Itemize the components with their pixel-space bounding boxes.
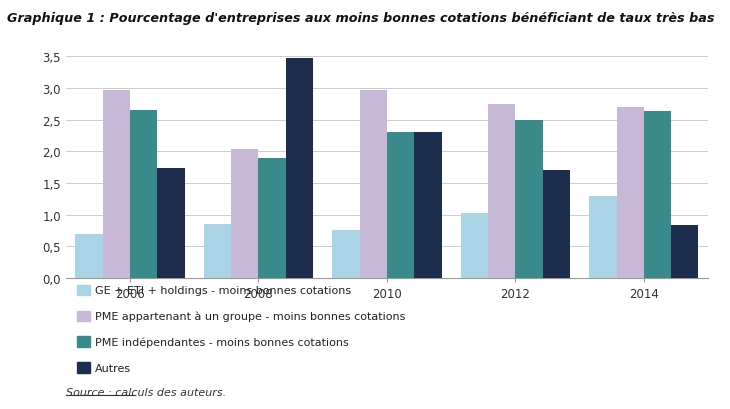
Bar	[103, 91, 130, 278]
Bar	[332, 231, 360, 278]
Bar	[515, 120, 542, 278]
Text: PME appartenant à un groupe - moins bonnes cotations: PME appartenant à un groupe - moins bonn…	[95, 311, 405, 321]
Bar	[258, 158, 285, 278]
Text: PME indépendantes - moins bonnes cotations: PME indépendantes - moins bonnes cotatio…	[95, 337, 349, 347]
Text: Graphique 1 : Pourcentage d'entreprises aux moins bonnes cotations bénéficiant d: Graphique 1 : Pourcentage d'entreprises …	[7, 12, 715, 25]
Text: GE + ETI + holdings - moins bonnes cotations: GE + ETI + holdings - moins bonnes cotat…	[95, 285, 351, 295]
Bar	[75, 234, 103, 278]
Bar	[387, 133, 414, 278]
Bar	[414, 133, 442, 278]
Bar	[461, 213, 488, 278]
Bar	[671, 226, 699, 278]
Bar	[360, 91, 387, 278]
Bar	[617, 108, 644, 278]
Bar	[285, 59, 313, 278]
Text: Source : calculs des auteurs.: Source : calculs des auteurs.	[66, 387, 226, 397]
Bar	[157, 169, 185, 278]
Bar	[644, 112, 671, 278]
Bar	[542, 171, 570, 278]
Bar	[204, 225, 231, 278]
Bar	[589, 196, 617, 278]
Text: Autres: Autres	[95, 363, 131, 373]
Bar	[130, 111, 157, 278]
Bar	[488, 105, 515, 278]
Bar	[231, 150, 258, 278]
